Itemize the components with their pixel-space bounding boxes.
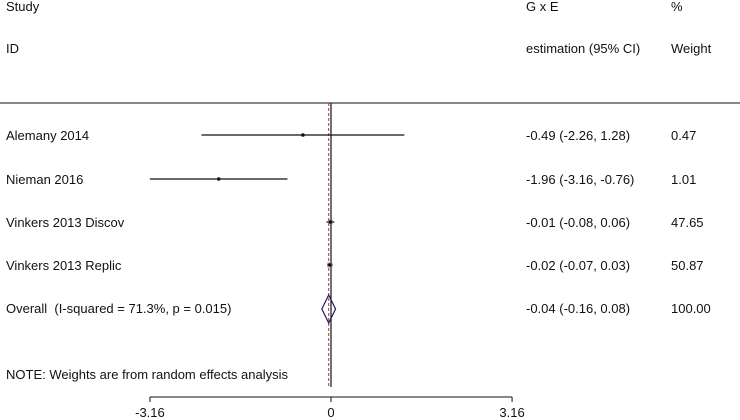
overall-label: Overall (I-squared = 71.3%, p = 0.015): [6, 301, 232, 316]
point-estimate-2: [328, 220, 333, 224]
x-tick-label-2: 3.16: [499, 405, 524, 420]
overall-diamond: [321, 293, 337, 325]
overall-weight: 100.00: [671, 301, 711, 316]
x-tick-label-0: -3.16: [135, 405, 165, 420]
analysis-note: NOTE: Weights are from random effects an…: [6, 367, 289, 382]
overall-ci: -0.04 (-0.16, 0.08): [526, 301, 631, 316]
study-weight-alemany: 0.47: [671, 128, 697, 143]
header-study: Study: [6, 0, 40, 14]
point-estimate-0: [301, 133, 305, 137]
study-label-vinkers-discov: Vinkers 2013 Discov: [6, 215, 125, 230]
study-ci-alemany: -0.49 (-2.26, 1.28): [526, 128, 631, 143]
study-weight-nieman: 1.01: [671, 172, 697, 187]
header-percent: %: [671, 0, 683, 14]
header-estimation: estimation (95% CI): [526, 41, 641, 56]
study-weight-vinkers-discov: 47.65: [671, 215, 704, 230]
header-effect: G x E: [526, 0, 559, 14]
study-ci-vinkers-discov: -0.01 (-0.08, 0.06): [526, 215, 631, 230]
point-estimate-1: [216, 177, 221, 181]
study-label-alemany: Alemany 2014: [6, 128, 90, 143]
x-tick-label-1: 0: [327, 405, 334, 420]
study-weight-vinkers-replic: 50.87: [671, 258, 704, 273]
study-ci-nieman: -1.96 (-3.16, -0.76): [526, 172, 635, 187]
study-ci-vinkers-replic: -0.02 (-0.07, 0.03): [526, 258, 631, 273]
study-label-vinkers-replic: Vinkers 2013 Replic: [6, 258, 122, 273]
point-estimate-3: [328, 263, 332, 267]
study-label-nieman: Nieman 2016: [6, 172, 84, 187]
header-id: ID: [6, 41, 19, 56]
header-weight: Weight: [671, 41, 712, 56]
weight-box-2: [328, 219, 333, 225]
weight-box-3: [327, 262, 333, 268]
